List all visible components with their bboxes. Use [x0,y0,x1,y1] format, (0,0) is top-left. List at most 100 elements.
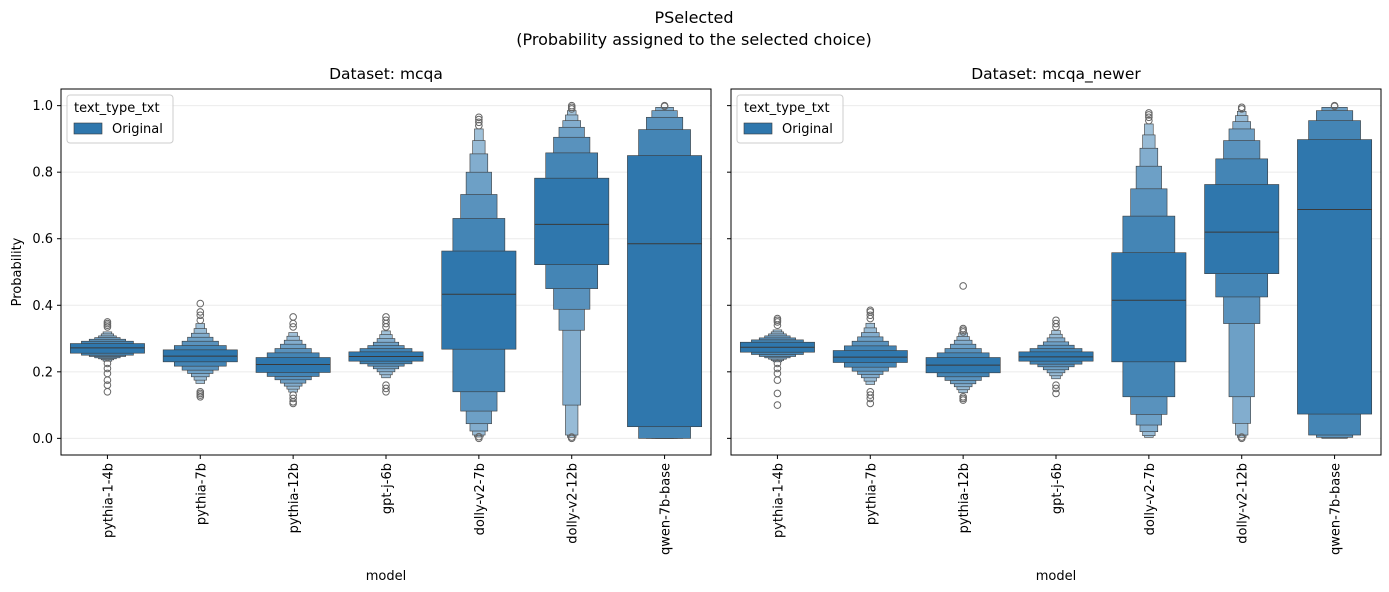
legend-title: text_type_txt [744,101,830,116]
boxen-qwen-7b-base [1297,101,1373,439]
outlier-point [866,399,875,408]
outlier-point [660,101,669,110]
outlier-point [196,308,205,316]
legend: text_type_txt Original [736,94,844,144]
x-tick-label: qwen-7b-base [1329,463,1344,555]
outlier-point [773,401,782,409]
outlier-point [382,316,390,325]
y-tick-label: 0.2 [32,365,53,380]
x-axis-label: model [1036,569,1076,584]
outlier-point [103,381,112,389]
outlier-point [196,311,205,320]
y-tick-label: 0.6 [32,232,53,247]
outlier-point [475,432,483,441]
legend-title: text_type_txt [74,101,160,116]
legend: text_type_txt Original [66,94,174,144]
outlier-point [103,387,112,396]
outlier-point [773,314,782,323]
legend-entry: Original [112,122,163,137]
x-tick-label: pythia-1-4b [771,463,786,538]
x-tick-label: gpt-j-6b [380,463,395,514]
outlier-point [1052,384,1060,393]
outlier-point [1052,319,1060,328]
outlier-point [866,387,875,396]
x-tick-label: pythia-7b [864,463,879,525]
outlier-point [1145,116,1153,125]
box-level [1297,139,1373,415]
outlier-point [1052,381,1060,389]
axes-frame [60,88,712,456]
outlier-point [866,311,875,320]
outlier-point [959,282,967,290]
axes-frame [730,88,1382,456]
boxen-qwen-7b-base [627,101,703,439]
outlier-point [866,306,875,315]
outlier-point [1052,389,1060,398]
legend-swatch [743,122,773,135]
boxen-pythia-1-4b [69,318,145,396]
boxen-gpt-j-6b [348,313,424,396]
x-tick-label: pythia-12b [287,463,302,533]
outlier-point [773,359,782,368]
boxen-dolly-v2-12b [1204,103,1280,443]
panel-title: Dataset: mcqa_newer [971,65,1141,84]
boxen-pythia-1-4b [739,314,815,409]
outlier-point [103,359,112,368]
box-level [534,177,610,265]
x-tick-label: pythia-1-4b [101,463,116,538]
outlier-point [196,299,205,308]
boxen-dolly-v2-7b [1111,109,1187,438]
outlier-point [196,316,205,325]
boxen-pythia-12b [925,282,1001,404]
boxen-dolly-v2-7b [441,113,517,443]
box-level [627,155,703,428]
boxen-dolly-v2-12b [534,101,610,443]
outlier-point [475,118,483,127]
x-axis-label: model [366,569,406,584]
outlier-point [103,376,112,384]
figure-title-line2: (Probability assigned to the selected ch… [516,30,871,49]
outlier-point [289,394,297,403]
panel-mcqa: 0.0 0.2 0.4 0.6 0.8 1.0 pythia-1-4b pythia-7b py… [10,65,712,584]
outlier-point [1237,433,1246,441]
outlier-point [1052,316,1060,325]
outlier-point [103,369,112,378]
outlier-point [959,324,967,333]
outlier-point [1330,101,1339,110]
outlier-point [382,313,390,321]
outlier-point [289,313,297,321]
panel-mcqa-newer: pythia-1-4b pythia-7b pythia-12b gpt-j-6b do… [727,65,1382,584]
outlier-point [475,115,483,124]
outlier-point [382,381,390,389]
outlier-point [103,364,112,373]
panel-title: Dataset: mcqa [329,65,443,83]
legend-swatch [73,122,103,135]
outlier-point [866,391,875,399]
box-level [1204,184,1280,274]
outlier-point [1145,113,1153,122]
figure-title-line1: PSelected [654,8,733,27]
outlier-point [567,433,576,441]
x-tick-label: pythia-12b [957,463,972,533]
legend-entry: Original [782,122,833,137]
outlier-point [1145,111,1153,119]
box-level [1111,252,1187,363]
y-tick-label: 0.4 [32,299,53,314]
box-level [832,350,908,363]
boxen-pythia-7b [162,299,238,401]
outlier-point [567,101,576,110]
outlier-point [103,318,112,326]
outlier-point [289,391,297,399]
x-tick-label: dolly-v2-7b [473,463,488,535]
outlier-point [773,369,782,378]
boxen-gpt-j-6b [1018,316,1094,398]
x-tick-label: dolly-v2-7b [1143,463,1158,535]
x-tick-label: gpt-j-6b [1050,463,1065,514]
y-tick-label: 1.0 [32,99,53,114]
outlier-point [1237,103,1246,112]
outlier-point [382,384,390,393]
outlier-point [475,113,483,122]
outlier-point [196,387,205,396]
outlier-point [773,376,782,384]
